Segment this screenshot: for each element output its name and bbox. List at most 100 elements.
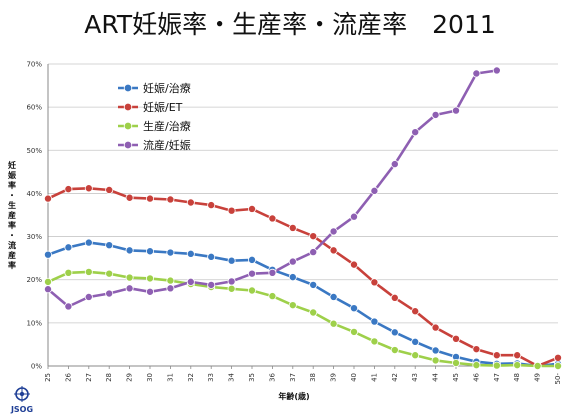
- data-point: [390, 160, 399, 169]
- data-point: [125, 284, 134, 293]
- data-point: [145, 247, 154, 256]
- data-point: [247, 255, 256, 264]
- series-lines: [46, 69, 560, 368]
- x-tick-label: 41: [370, 373, 378, 382]
- data-point: [125, 193, 134, 202]
- y-tick-label: 40%: [26, 190, 42, 198]
- data-point: [44, 277, 53, 286]
- data-point: [145, 274, 154, 283]
- x-tick-label: 34: [228, 372, 236, 381]
- y-tick-label: 10%: [26, 319, 42, 327]
- data-point: [431, 323, 440, 332]
- data-point: [84, 292, 93, 301]
- x-tick-label: 32: [187, 373, 195, 382]
- data-point: [145, 194, 154, 203]
- data-point: [105, 269, 114, 278]
- data-point: [227, 206, 236, 215]
- y-tick-label: 60%: [26, 104, 42, 112]
- data-point: [166, 248, 175, 257]
- x-tick-label: 40: [350, 373, 358, 382]
- x-tick-label: 26: [64, 372, 72, 381]
- data-point: [186, 277, 195, 286]
- data-point: [288, 301, 297, 310]
- data-point: [227, 256, 236, 265]
- y-tick-label: 30%: [26, 233, 42, 241]
- data-point: [492, 66, 501, 75]
- data-point: [451, 358, 460, 367]
- x-tick-label: 25: [44, 373, 52, 382]
- data-point: [411, 351, 420, 360]
- x-tick-label: 31: [166, 373, 174, 382]
- data-point: [309, 280, 318, 289]
- data-point: [513, 361, 522, 370]
- x-tick-label: 37: [289, 373, 297, 382]
- data-point: [268, 214, 277, 223]
- x-tick-label: 48: [513, 373, 521, 382]
- x-tick-label: 33: [207, 373, 215, 382]
- data-point: [247, 204, 256, 213]
- legend-label: 妊娠/治療: [143, 81, 191, 95]
- x-tick-labels: 25 26 27 28 29 30 31 32 33 34 35 36 37 38 39 40 41 42 43 44…: [44, 372, 562, 384]
- data-point: [105, 289, 114, 298]
- data-point: [390, 293, 399, 302]
- data-point: [268, 268, 277, 277]
- data-point: [451, 334, 460, 343]
- legend-label: 生産/治療: [143, 119, 191, 133]
- data-point: [390, 328, 399, 337]
- data-point: [105, 241, 114, 250]
- legend-label: 妊娠/ET: [143, 100, 183, 114]
- data-point: [105, 185, 114, 194]
- data-point: [186, 249, 195, 258]
- data-point: [370, 186, 379, 195]
- data-point: [288, 223, 297, 232]
- data-point: [166, 276, 175, 285]
- series-points: [44, 66, 563, 370]
- y-axis-label: 妊娠率・生産率・流産率: [7, 160, 17, 270]
- x-tick-label: 46: [472, 372, 480, 381]
- data-point: [44, 250, 53, 259]
- data-point: [166, 284, 175, 293]
- data-point: [411, 307, 420, 316]
- data-point: [84, 184, 93, 193]
- data-point: [84, 267, 93, 276]
- x-tick-label: 42: [391, 373, 399, 382]
- data-point: [431, 346, 440, 355]
- series-line-1: [46, 241, 560, 368]
- data-point: [370, 317, 379, 326]
- data-point: [349, 260, 358, 269]
- y-tick-labels: 0% 10% 20% 30% 40% 50% 60% 70%: [26, 61, 42, 371]
- data-point: [349, 304, 358, 313]
- data-point: [64, 185, 73, 194]
- data-point: [207, 252, 216, 261]
- x-tick-label: 29: [126, 373, 134, 382]
- data-point: [125, 273, 134, 282]
- x-tick-label: 50-: [554, 373, 562, 385]
- data-point: [166, 195, 175, 204]
- x-tick-label: 49: [534, 373, 542, 382]
- data-point: [288, 273, 297, 282]
- data-point: [431, 110, 440, 119]
- data-point: [227, 284, 236, 293]
- data-point: [554, 361, 563, 370]
- logo-mark-icon: [14, 386, 30, 402]
- data-point: [309, 308, 318, 317]
- data-point: [513, 351, 522, 360]
- y-tick-label: 50%: [26, 147, 42, 155]
- data-point: [84, 238, 93, 247]
- data-point: [329, 246, 338, 255]
- chart-title: ART妊娠率・生産率・流産率 2011: [84, 10, 496, 39]
- data-point: [349, 212, 358, 221]
- data-point: [309, 232, 318, 241]
- data-point: [411, 337, 420, 346]
- data-point: [64, 268, 73, 277]
- logo-text: JSOG: [10, 405, 33, 414]
- data-point: [554, 353, 563, 362]
- legend-marker: [123, 140, 133, 150]
- x-tick-label: 36: [268, 372, 276, 381]
- x-tick-label: 43: [411, 373, 419, 382]
- data-point: [472, 361, 481, 370]
- legend-marker: [123, 121, 133, 131]
- data-point: [472, 69, 481, 78]
- data-point: [329, 292, 338, 301]
- data-point: [247, 269, 256, 278]
